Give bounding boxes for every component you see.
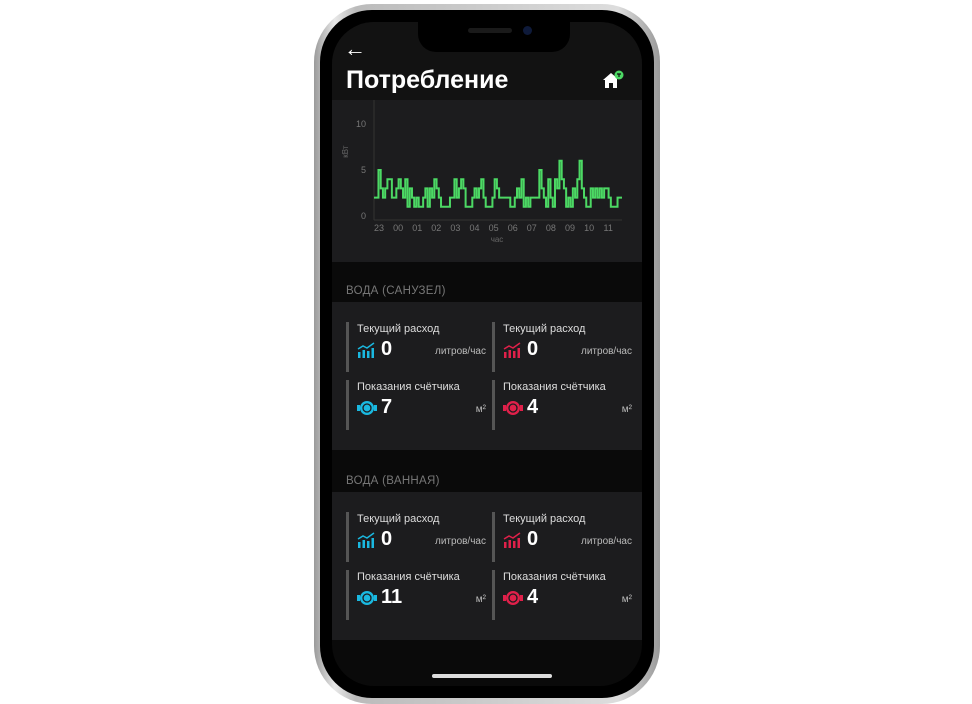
metric-value: 7 [381,396,393,418]
metric-value: 0 [381,528,393,550]
metric-tile[interactable]: Показания счётчика 11 м² [346,570,486,620]
metric-unit: литров/час [581,346,632,357]
metric-value: 0 [527,528,539,550]
x-tick-label: 08 [546,223,556,233]
x-tick-label: 02 [431,223,441,233]
metric-label: Показания счётчика [503,571,606,583]
section-title: ВОДА (ВАННАЯ) [346,475,440,487]
metric-unit: литров/час [581,536,632,547]
metric-unit: м² [475,404,486,415]
x-tick-label: 23 [374,223,384,233]
metric-unit: литров/час [435,346,486,357]
metric-tile[interactable]: Текущий расход 0 литров/час [346,512,486,562]
metric-tile[interactable]: Показания счётчика 4 м² [492,380,632,430]
hot-flow-chart-icon [503,342,521,358]
metric-value: 4 [527,396,539,418]
consumption-chart-panel: 0 5 10 кВт 23 00 01 02 03 04 05 06 07 08 09 10 11 час [332,100,642,262]
metric-value: 11 [381,586,403,608]
metric-unit: литров/час [435,536,486,547]
arrow-left-icon[interactable]: ← [344,36,366,61]
metric-tile[interactable]: Показания счётчика 4 м² [492,570,632,620]
x-tick-label: 06 [508,223,518,233]
y-tick-label: 0 [361,211,366,221]
app-screen: ← Потребление 0 5 10 кВт 23 00 01 02 03 04 05 06 07 0… [332,22,642,686]
metric-tile[interactable]: Текущий расход 0 литров/час [346,322,486,372]
water-section-card: Текущий расход 0 литров/час Текущий расход 0… [332,492,642,640]
metric-tile[interactable]: Текущий расход 0 литров/час [492,512,632,562]
x-tick-label: 01 [412,223,422,233]
water-section-card: Текущий расход 0 литров/час Текущий расход 0… [332,302,642,450]
phone-frame: ← Потребление 0 5 10 кВт 23 00 01 02 03 04 05 06 07 0… [314,4,660,704]
cold-flow-chart-icon [357,532,375,548]
metric-value: 4 [527,586,539,608]
cold-water-meter-icon [357,591,377,605]
y-axis-label: кВт [341,145,350,158]
metric-label: Показания счётчика [503,381,606,393]
metric-label: Текущий расход [503,513,586,525]
x-axis-label: час [491,235,504,244]
metric-label: Показания счётчика [357,571,460,583]
x-tick-label: 10 [584,223,594,233]
metric-tile[interactable]: Показания счётчика 7 м² [346,380,486,430]
home-add-icon[interactable] [602,70,624,90]
consumption-series-line [374,159,622,208]
section-title: ВОДА (САНУЗЕЛ) [346,285,446,297]
x-tick-label: 03 [450,223,460,233]
y-tick-label: 10 [356,119,366,129]
metric-value: 0 [381,338,393,360]
hot-water-meter-icon [503,401,523,415]
x-tick-label: 07 [527,223,537,233]
metric-label: Текущий расход [503,323,586,335]
cold-water-meter-icon [357,401,377,415]
x-tick-label: 00 [393,223,403,233]
metric-tile[interactable]: Текущий расход 0 литров/час [492,322,632,372]
metric-label: Показания счётчика [357,381,460,393]
metric-unit: м² [621,404,632,415]
metric-label: Текущий расход [357,323,440,335]
home-indicator[interactable] [432,674,552,678]
cold-flow-chart-icon [357,342,375,358]
metric-unit: м² [621,594,632,605]
x-tick-label: 11 [604,223,613,233]
metric-label: Текущий расход [357,513,440,525]
hot-water-meter-icon [503,591,523,605]
x-tick-label: 09 [565,223,575,233]
y-tick-label: 5 [361,165,366,175]
metric-unit: м² [475,594,486,605]
page-title: Потребление [346,66,509,94]
x-tick-label: 04 [469,223,479,233]
hot-flow-chart-icon [503,532,521,548]
metric-value: 0 [527,338,539,360]
x-tick-label: 05 [489,223,499,233]
notch [418,22,570,52]
